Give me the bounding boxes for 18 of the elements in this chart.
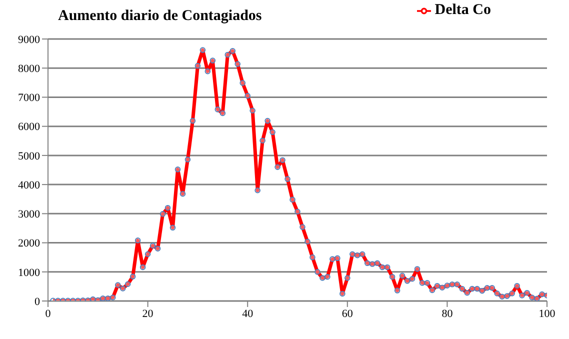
x-tick-label: 60 <box>342 308 354 320</box>
x-tick-label: 100 <box>538 308 556 320</box>
y-tick-label: 4000 <box>18 179 40 192</box>
y-tick-label: 5000 <box>18 150 40 162</box>
x-tick-label: 80 <box>442 308 454 320</box>
y-tick-label: 6000 <box>18 121 40 134</box>
y-tick-label: 8000 <box>18 63 40 76</box>
chart-title: Aumento diario de Contagiados <box>58 8 262 25</box>
y-tick-label: 3000 <box>18 208 40 221</box>
x-tick-label: 0 <box>45 308 52 320</box>
legend-label: Delta Co <box>434 2 491 18</box>
y-tick-label: 7000 <box>18 92 40 104</box>
y-tick-label: 9000 <box>18 34 40 46</box>
y-tick-label: 2000 <box>18 238 40 250</box>
y-tick-label: 1000 <box>18 266 40 279</box>
y-tick-label: 0 <box>34 296 40 308</box>
x-tick-label: 40 <box>242 308 254 320</box>
x-tick-label: 20 <box>142 308 154 320</box>
